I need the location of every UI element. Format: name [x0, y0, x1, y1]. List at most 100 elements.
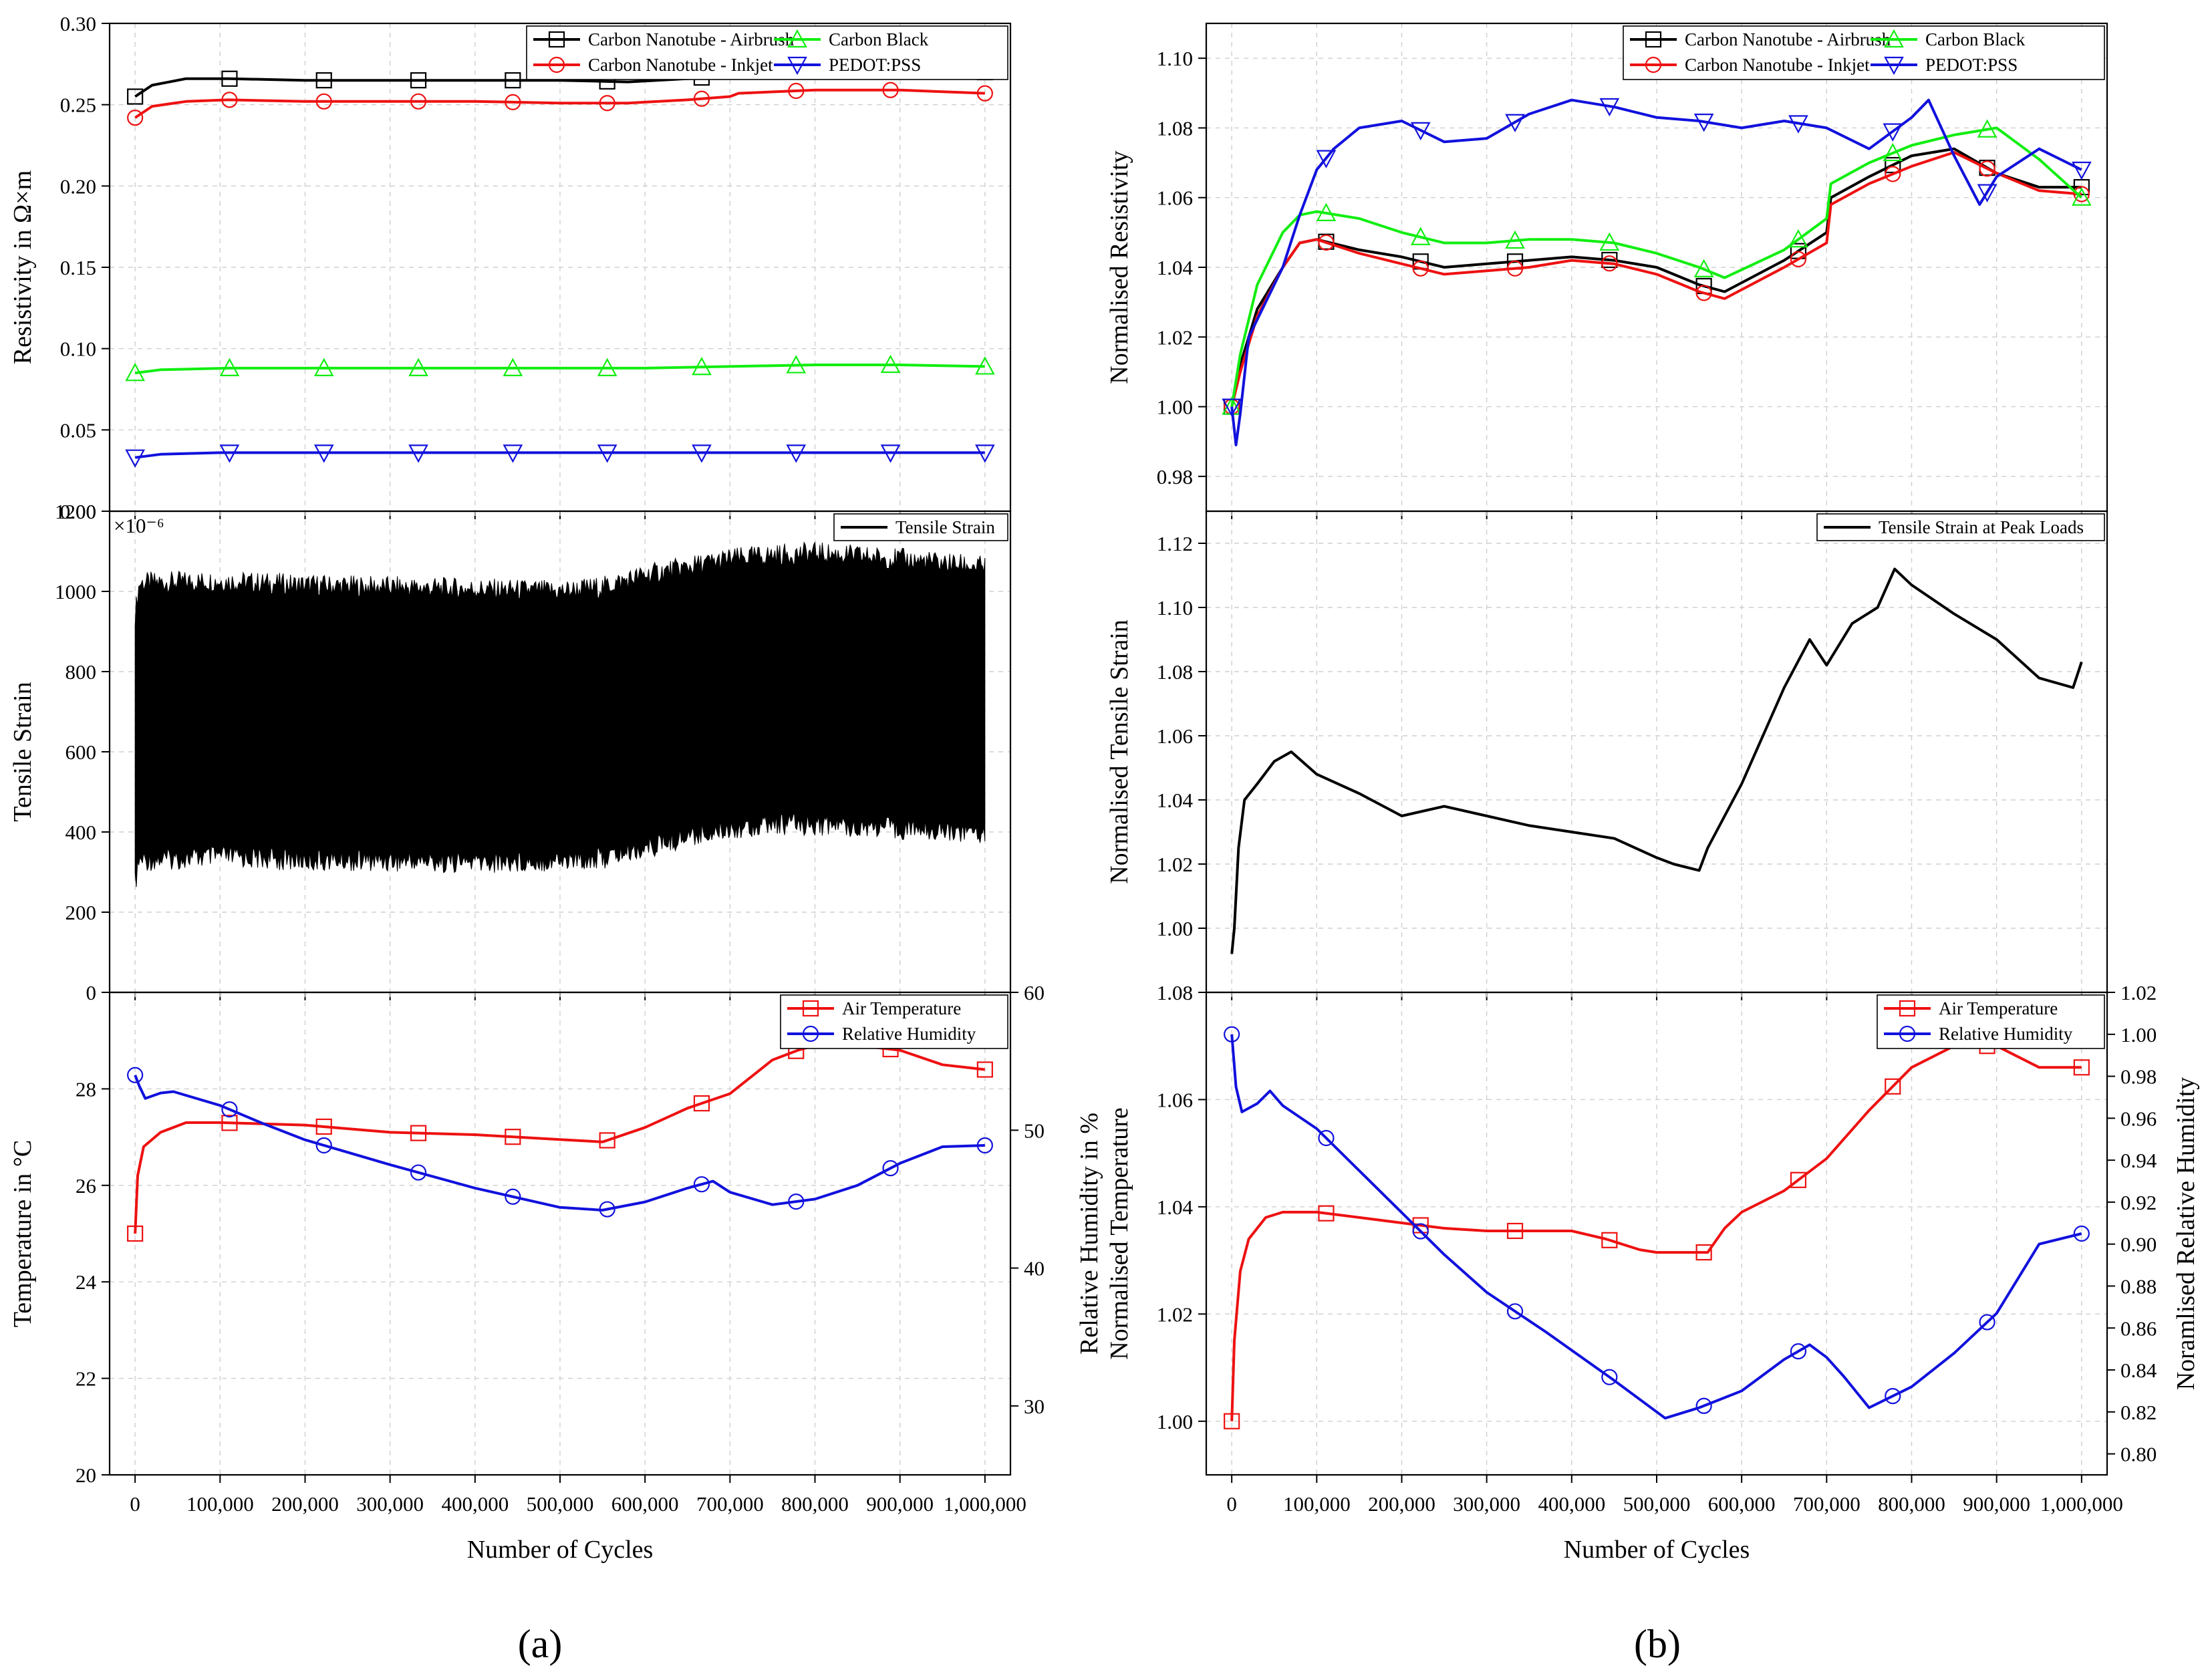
marker-triangle-up [408, 358, 428, 376]
y-right-tick-label: 30 [1024, 1395, 1045, 1418]
marker-circle [315, 93, 332, 110]
x-tick-label: 0 [1226, 1492, 1237, 1516]
y-axis-title: Temperature in °C [9, 1140, 37, 1328]
marker-circle [1318, 234, 1335, 251]
marker-square [599, 1132, 615, 1149]
y-tick-label: 1.02 [1157, 1302, 1193, 1326]
marker-circle [221, 1101, 238, 1118]
y-tick-label: 28 [76, 1077, 96, 1101]
x-tick-label: 1,000,000 [944, 1492, 1026, 1516]
y-tick-label: 0.15 [60, 256, 96, 279]
x-tick-label: 100,000 [186, 1492, 254, 1516]
marker-circle [1885, 1388, 1901, 1405]
marker-triangle-up [692, 356, 712, 376]
y-tick-label: 1200 [55, 500, 96, 523]
marker-circle [693, 1176, 710, 1193]
marker-triangle-up [503, 358, 523, 376]
marker-square [2073, 1059, 2090, 1076]
x-tick-label: 600,000 [1708, 1492, 1776, 1516]
series-markers-0 [127, 1040, 993, 1242]
marker-circle [1695, 1397, 1712, 1414]
chart-b-mid: 1.00 1.02 1.04 1.06 1.08 1.10 1.12 Normalised T… [1105, 510, 2108, 1000]
x-tick-label: 200,000 [271, 1492, 339, 1516]
marker-circle [315, 1137, 332, 1154]
marker-square [1899, 1000, 1916, 1017]
x-tick-label: 700,000 [1793, 1492, 1861, 1516]
y-axis-title: Normalised Tensile Strain [1105, 619, 1133, 884]
marker-triangle-down [1599, 98, 1620, 117]
y-tick-label: 200 [65, 901, 97, 924]
y-tick-label: 1.10 [1157, 47, 1193, 70]
marker-triangle-up [786, 355, 807, 374]
marker-triangle-down [1883, 123, 1903, 142]
x-tick-label: 0 [130, 1492, 140, 1516]
y-right-tick-label: 1.00 [2120, 1023, 2157, 1046]
marker-circle [548, 56, 565, 74]
y-tick-label: 1.00 [1157, 1410, 1193, 1433]
legend-label: PEDOT:PSS [1925, 55, 2018, 75]
marker-triangle-up [975, 356, 995, 375]
y-tick-label: 1.06 [1157, 186, 1193, 210]
y-right-tick-label: 0.94 [2120, 1149, 2157, 1172]
marker-square [1790, 1171, 1807, 1188]
y-tick-label: 0.20 [60, 174, 96, 198]
marker-square [1885, 156, 1901, 174]
chart-a-top: 0.00 0.05 0.10 0.15 0.20 0.25 0.30 Resistivity … [9, 12, 1012, 523]
x-tick-label: 900,000 [1963, 1492, 2030, 1516]
y-right-tick-label: 60 [1024, 981, 1045, 1004]
marker-triangle-down [1693, 114, 1714, 132]
x-tick-label: 900,000 [866, 1492, 934, 1516]
marker-triangle-down [597, 444, 617, 463]
marker-triangle-up [2072, 187, 2092, 206]
marker-square [1645, 31, 1662, 48]
chart-a-bot: 20 22 24 26 28 30 40 50 60 0 100,000 200,000 300,000… [9, 981, 1103, 1564]
y-right-tick-label: 1.02 [2120, 981, 2157, 1004]
marker-circle [221, 92, 238, 108]
legend: Air Temperature Relative Humidity [1877, 994, 2105, 1049]
y-tick-label: 1.06 [1157, 724, 1193, 748]
y-right-tick-label: 0.98 [2120, 1065, 2157, 1089]
y-tick-label: 1.08 [1157, 660, 1193, 684]
marker-circle [410, 1164, 427, 1181]
y-tick-label: 24 [76, 1270, 97, 1294]
marker-triangle-down [1977, 184, 1998, 202]
marker-triangle-down [503, 444, 523, 463]
y-right-axis-title: Relative Humidity in % [1075, 1113, 1103, 1355]
x-tick-label: 300,000 [356, 1492, 424, 1516]
x-tick-label: 200,000 [1368, 1492, 1435, 1516]
legend-box [833, 513, 1008, 541]
marker-triangle-up [1693, 259, 1714, 277]
y-right-tick-label: 40 [1024, 1257, 1045, 1280]
y-tick-label: 1.08 [1157, 116, 1193, 140]
chart-b-top: 0.98 1.00 1.02 1.04 1.06 1.08 1.10 Normalised R… [1105, 22, 2108, 519]
legend: Carbon Nanotube - Airbrush Carbon Nanotub… [526, 25, 1008, 80]
marker-circle [1601, 255, 1618, 272]
marker-square [976, 1061, 993, 1078]
y-tick-label: 0.98 [1157, 465, 1193, 488]
marker-circle [976, 85, 993, 102]
y-tick-label: 1.04 [1157, 789, 1194, 812]
marker-square [1601, 1232, 1618, 1248]
series-markers-2 [1222, 119, 2092, 415]
marker-triangle-up [219, 358, 240, 376]
marker-circle [599, 1201, 615, 1218]
marker-triangle-up [1977, 119, 1998, 138]
marker-triangle-up [1316, 202, 1337, 221]
legend: Tensile Strain at Peak Loads [1816, 513, 2105, 541]
legend-label: PEDOT:PSS [829, 55, 921, 75]
y-tick-label: 22 [76, 1367, 96, 1391]
y-tick-label: 600 [65, 740, 97, 764]
marker-square [221, 1115, 238, 1131]
axis-scale-label: ×10⁻⁶ [114, 514, 164, 537]
chart-b-bot: 1.00 1.02 1.04 1.06 1.08 0.80 0.82 0.84 0.86 0.88… [1105, 981, 2200, 1564]
marker-triangle-up [1410, 227, 1431, 245]
marker-triangle-up [787, 29, 807, 48]
y-tick-label: 0.00 [60, 500, 96, 523]
marker-square [1318, 1205, 1335, 1222]
y-tick-label: 1.06 [1157, 1088, 1193, 1111]
marker-circle [1318, 1129, 1335, 1147]
plot-frame [1205, 991, 2108, 1476]
marker-triangle-down [787, 56, 807, 76]
marker-circle [788, 82, 805, 100]
legend-label: Air Temperature [1939, 998, 2058, 1018]
